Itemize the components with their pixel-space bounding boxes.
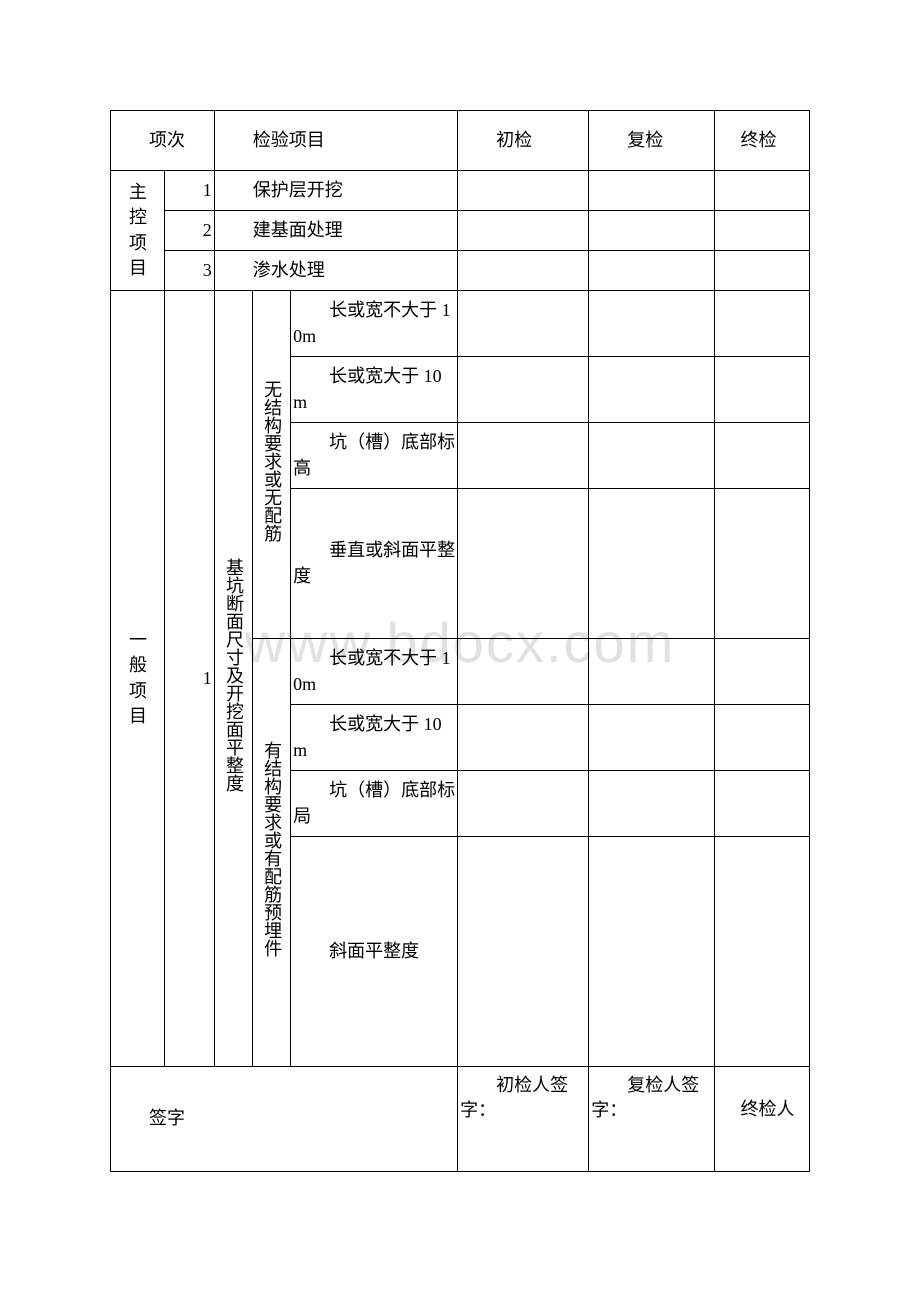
hdr-final-check: 终检 xyxy=(714,111,809,171)
cell-blank xyxy=(458,211,589,251)
gen-sub2: 有结构要求或有配筋预埋件 xyxy=(252,639,290,1067)
cell-blank xyxy=(458,489,589,639)
cell-blank xyxy=(458,423,589,489)
cell-blank xyxy=(589,211,714,251)
cell-blank xyxy=(714,837,809,1067)
gen-b1: 长或宽不大于 10m xyxy=(291,639,458,705)
cell-blank xyxy=(458,251,589,291)
hdr-item-order: 项次 xyxy=(111,111,215,171)
cell-blank xyxy=(714,171,809,211)
cell-blank xyxy=(589,423,714,489)
cell-blank xyxy=(589,837,714,1067)
gen-b3: 坑（槽）底部标局 xyxy=(291,771,458,837)
main-row-3: 3 渗水处理 xyxy=(111,251,810,291)
hdr-first-check: 初检 xyxy=(458,111,589,171)
main-item-1: 保护层开挖 xyxy=(214,171,457,211)
gen-a2: 长或宽大于 10m xyxy=(291,357,458,423)
main-row-1: 主控项目 1 保护层开挖 xyxy=(111,171,810,211)
cell-blank xyxy=(714,705,809,771)
cell-blank xyxy=(458,639,589,705)
cell-blank xyxy=(714,489,809,639)
main-row-2: 2 建基面处理 xyxy=(111,211,810,251)
cell-blank xyxy=(714,357,809,423)
sig-recheck: 复检人签字： xyxy=(589,1067,714,1172)
cell-blank xyxy=(458,837,589,1067)
main-item-3: 渗水处理 xyxy=(214,251,457,291)
cell-blank xyxy=(589,357,714,423)
cell-blank xyxy=(714,423,809,489)
gen-b4: 斜面平整度 xyxy=(291,837,458,1067)
cell-blank xyxy=(458,771,589,837)
hdr-recheck: 复检 xyxy=(589,111,714,171)
cell-blank xyxy=(458,357,589,423)
cell-blank xyxy=(589,489,714,639)
main-num-1: 1 xyxy=(164,171,214,211)
gen-num: 1 xyxy=(164,291,214,1067)
cell-blank xyxy=(589,771,714,837)
header-row: 项次 检验项目 初检 复检 终检 xyxy=(111,111,810,171)
gen-a3: 坑（槽）底部标高 xyxy=(291,423,458,489)
gen-group: 基坑断面尺寸及开挖面平整度 xyxy=(214,291,252,1067)
gen-sub1: 无结构要求或无配筋 xyxy=(252,291,290,639)
gen-row-a1: 一般项目 1 基坑断面尺寸及开挖面平整度 无结构要求或无配筋 长或宽不大于 10… xyxy=(111,291,810,357)
main-item-2: 建基面处理 xyxy=(214,211,457,251)
cell-blank xyxy=(714,771,809,837)
main-num-3: 3 xyxy=(164,251,214,291)
sig-label: 签字 xyxy=(111,1067,458,1172)
cell-blank xyxy=(589,639,714,705)
signature-row: 签字 初检人签字： 复检人签字： 终检人 xyxy=(111,1067,810,1172)
cell-blank xyxy=(589,705,714,771)
main-control-label: 主控项目 xyxy=(111,171,165,291)
general-label: 一般项目 xyxy=(111,291,165,1067)
gen-b2: 长或宽大于 10m xyxy=(291,705,458,771)
cell-blank xyxy=(458,291,589,357)
cell-blank xyxy=(714,639,809,705)
sig-first: 初检人签字： xyxy=(458,1067,589,1172)
cell-blank xyxy=(589,171,714,211)
cell-blank xyxy=(714,291,809,357)
gen-a1: 长或宽不大于 10m xyxy=(291,291,458,357)
hdr-inspect-item: 检验项目 xyxy=(214,111,457,171)
cell-blank xyxy=(714,251,809,291)
cell-blank xyxy=(714,211,809,251)
main-num-2: 2 xyxy=(164,211,214,251)
sig-final: 终检人 xyxy=(714,1067,809,1172)
cell-blank xyxy=(458,171,589,211)
gen-a4: 垂直或斜面平整度 xyxy=(291,489,458,639)
cell-blank xyxy=(589,251,714,291)
cell-blank xyxy=(589,291,714,357)
cell-blank xyxy=(458,705,589,771)
inspection-table: 项次 检验项目 初检 复检 终检 主控项目 1 保护层开挖 2 建基面处理 3 … xyxy=(110,110,810,1172)
